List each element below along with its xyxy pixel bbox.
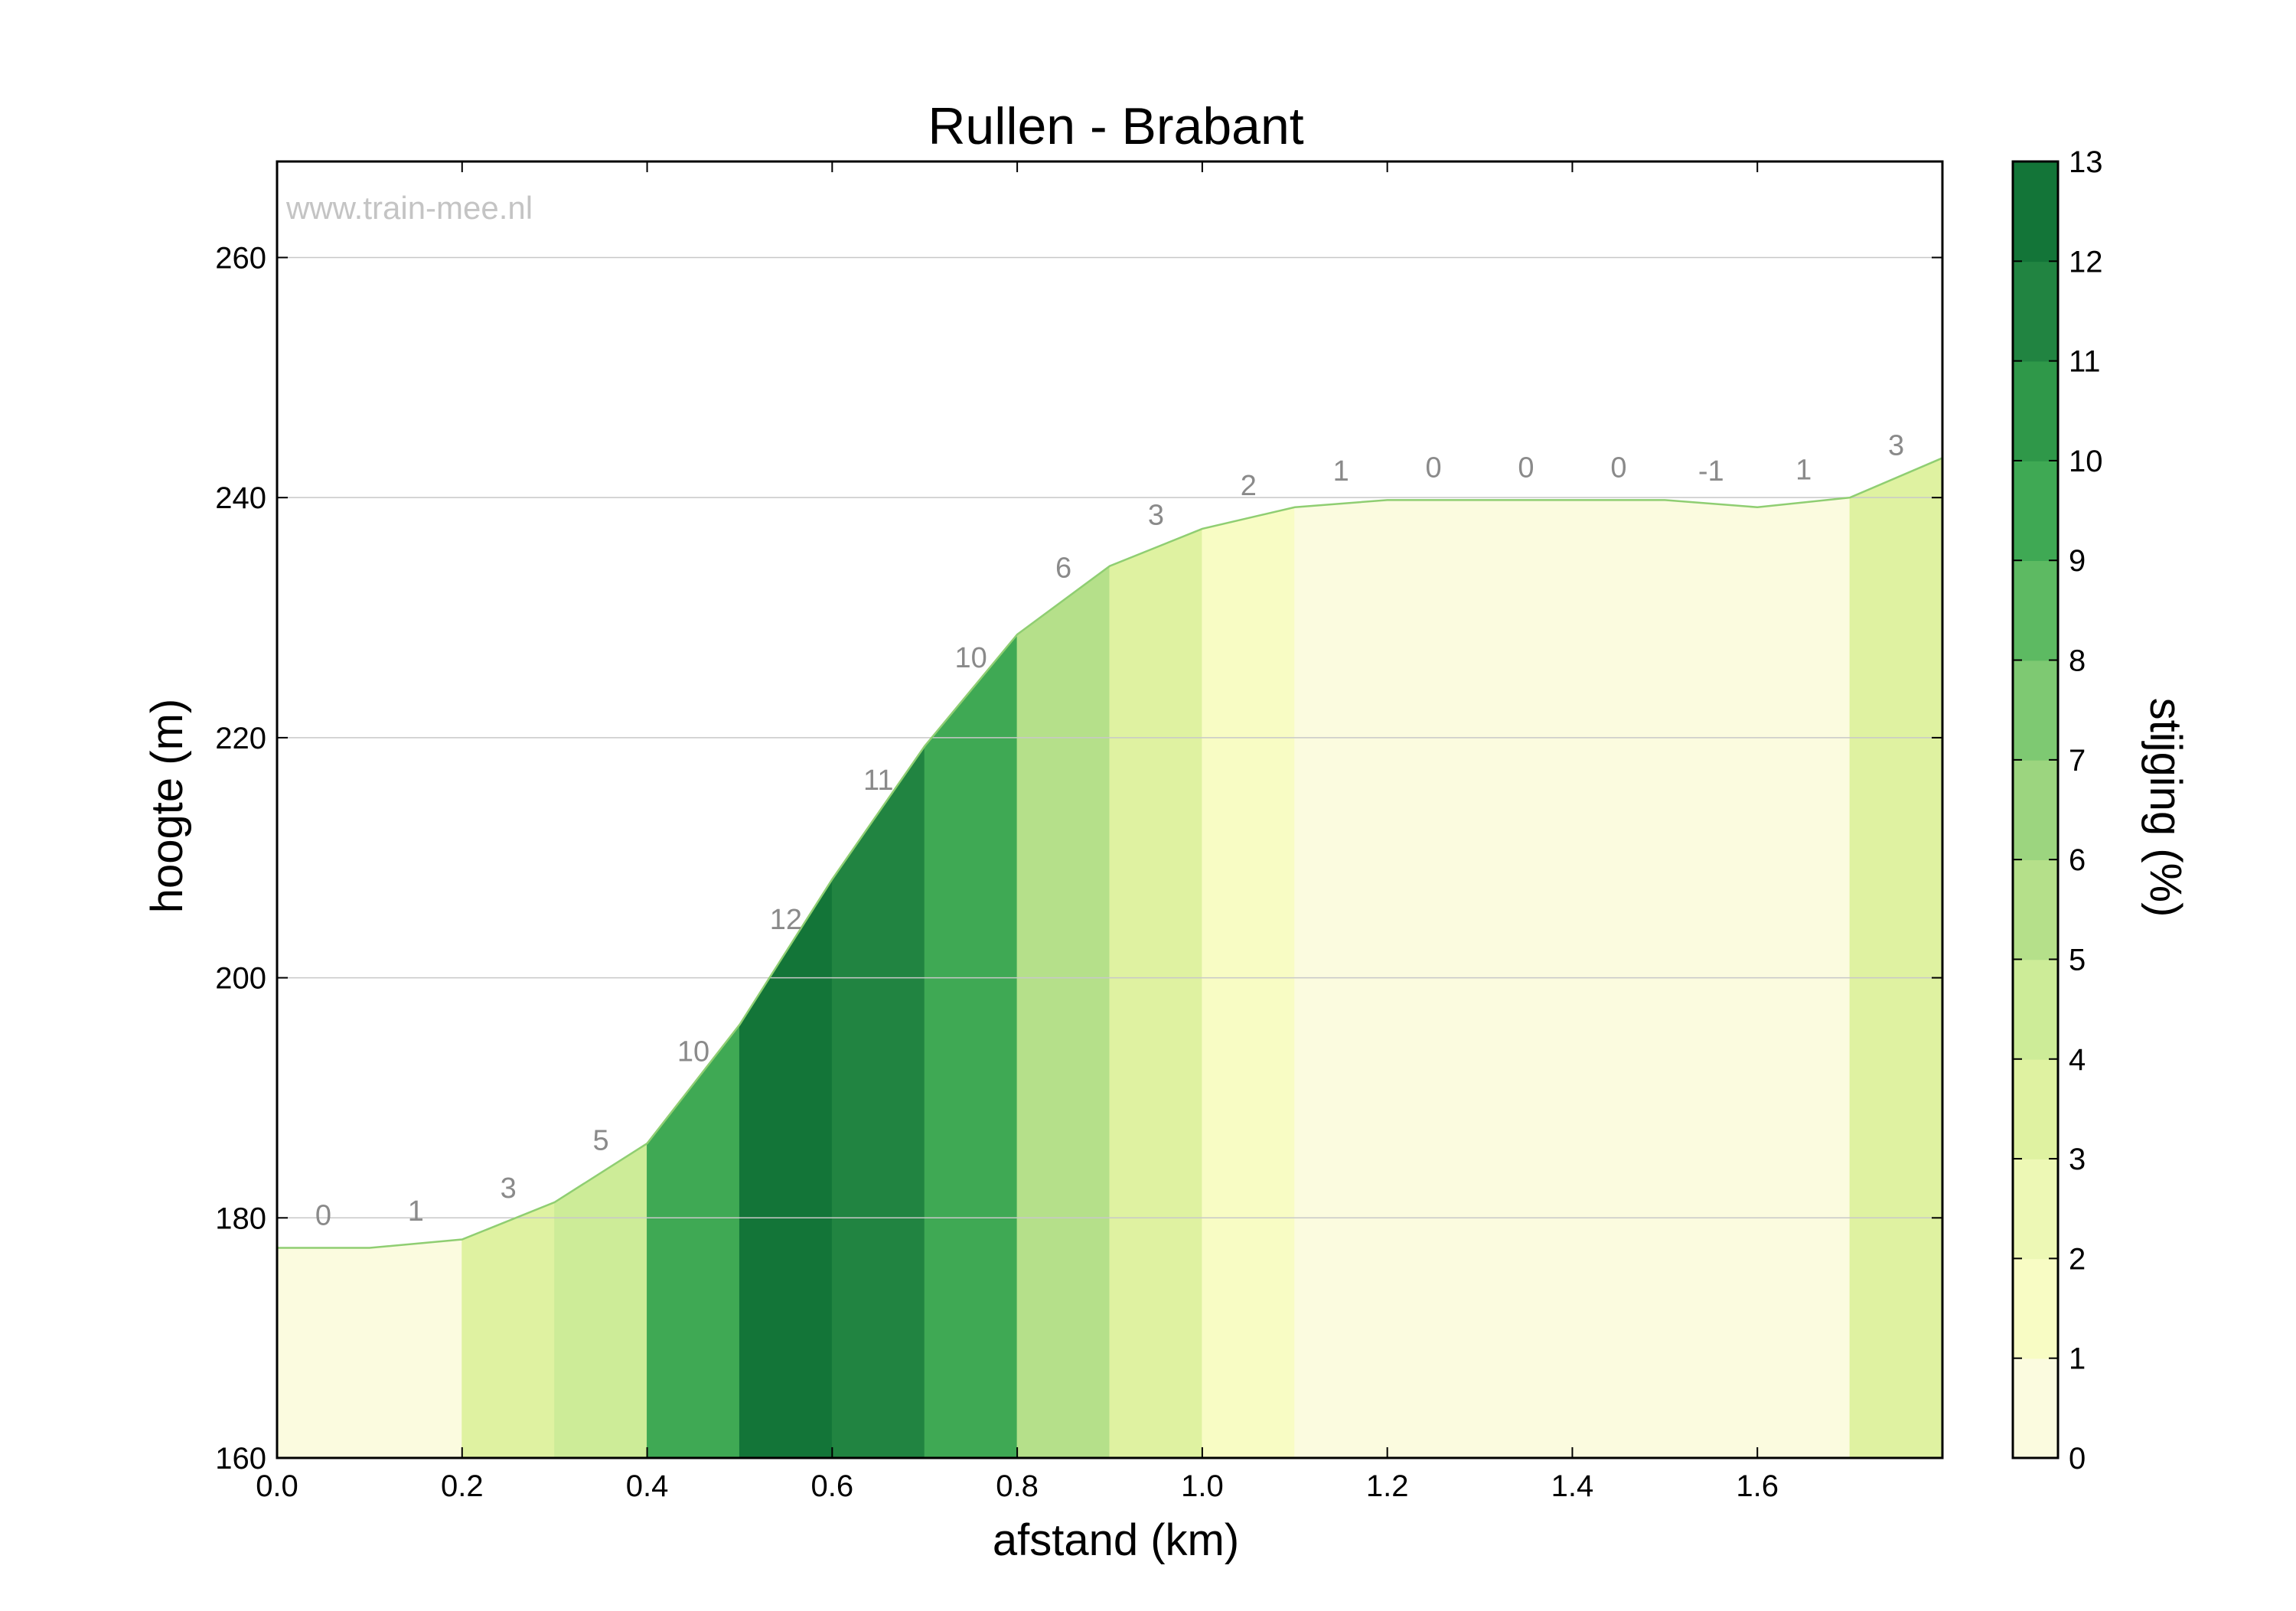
- colorbar-band: [2013, 859, 2058, 960]
- colorbar-tick-label: 3: [2069, 1143, 2086, 1176]
- gradient-label: 1: [1795, 454, 1812, 486]
- colorbar-band: [2013, 560, 2058, 661]
- x-tick-label: 0.8: [996, 1469, 1039, 1503]
- y-tick-label: 260: [215, 241, 266, 275]
- gradient-label: 6: [1055, 552, 1071, 584]
- profile-segment: [1294, 499, 1388, 1459]
- colorbar-tick-label: 12: [2069, 245, 2103, 279]
- profile-segment: [1479, 499, 1573, 1459]
- colorbar-band: [2013, 1358, 2058, 1459]
- gradient-label: 3: [1888, 429, 1904, 461]
- profile-segment: [369, 1238, 463, 1459]
- profile-segment: [831, 745, 925, 1459]
- x-tick-label: 1.2: [1366, 1469, 1409, 1503]
- colorbar-tick-label: 7: [2069, 744, 2086, 778]
- profile-segment: [1016, 565, 1110, 1459]
- colorbar-band: [2013, 1159, 2058, 1260]
- colorbar-tick-label: 8: [2069, 644, 2086, 678]
- gradient-label: 0: [1518, 452, 1534, 484]
- y-tick-label: 200: [215, 962, 266, 996]
- profile-segment: [1849, 457, 1943, 1459]
- gradient-label: 11: [863, 765, 893, 797]
- gradient-label: 5: [593, 1124, 609, 1156]
- gradient-label: 0: [1610, 452, 1626, 484]
- colorbar-tick-label: 0: [2069, 1442, 2086, 1476]
- colorbar-tick-label: 11: [2069, 345, 2101, 379]
- colorbar-tick-label: 1: [2069, 1342, 2086, 1376]
- colorbar-band: [2013, 759, 2058, 860]
- colorbar-band: [2013, 460, 2058, 562]
- watermark-text: www.train-mee.nl: [285, 190, 533, 226]
- x-axis-title: afstand (km): [993, 1515, 1239, 1565]
- gradient-label: 2: [1241, 470, 1257, 502]
- profile-line: [277, 457, 1943, 1249]
- colorbar-tick-label: 13: [2069, 145, 2103, 179]
- colorbar-band: [2013, 959, 2058, 1060]
- x-tick-label: 0.6: [811, 1469, 854, 1503]
- colorbar-tick-label: 9: [2069, 544, 2086, 578]
- gradient-label: 0: [315, 1200, 331, 1232]
- x-tick-label: 1.6: [1736, 1469, 1779, 1503]
- profile-segment: [1387, 499, 1481, 1459]
- x-tick-label: 0.2: [441, 1469, 484, 1503]
- x-tick-label: 0.0: [256, 1469, 298, 1503]
- gradient-label: 0: [1426, 452, 1442, 484]
- profile-segment: [1202, 507, 1296, 1459]
- colorbar-title: stijging (%): [2141, 698, 2190, 918]
- profile-segment: [924, 633, 1018, 1459]
- colorbar-tick-label: 4: [2069, 1043, 2086, 1077]
- profile-segment: [1109, 528, 1203, 1459]
- gradient-label: 3: [1148, 499, 1164, 531]
- gradient-label: 3: [501, 1172, 517, 1205]
- y-tick-label: 180: [215, 1202, 266, 1235]
- profile-segment: [276, 1247, 370, 1459]
- x-tick-label: 1.0: [1181, 1469, 1224, 1503]
- y-axis-title: hoogte (m): [142, 699, 192, 913]
- gradient-label: 10: [677, 1035, 709, 1068]
- profile-segment: [554, 1143, 648, 1459]
- gradient-label: -1: [1698, 455, 1724, 488]
- colorbar-band: [2013, 1058, 2058, 1159]
- colorbar-tick-label: 10: [2069, 445, 2103, 478]
- profile-segment: [1571, 499, 1665, 1459]
- colorbar-tick-label: 5: [2069, 943, 2086, 977]
- colorbar-band: [2013, 1258, 2058, 1359]
- plot-frame: [276, 160, 1944, 1459]
- colorbar-band: [2013, 261, 2058, 362]
- colorbar-band: [2013, 161, 2058, 263]
- y-tick-label: 160: [215, 1442, 266, 1476]
- chart-title: Rullen - Brabant: [928, 97, 1303, 155]
- gradient-label: 1: [1333, 455, 1349, 488]
- profile-segment: [739, 878, 833, 1459]
- gradient-label: 12: [770, 904, 802, 936]
- colorbar-band: [2013, 360, 2058, 461]
- gradient-label: 10: [955, 642, 987, 674]
- colorbar-frame: [2011, 160, 2060, 1459]
- x-tick-label: 0.4: [626, 1469, 669, 1503]
- gradient-label: 1: [408, 1195, 424, 1228]
- profile-segment: [647, 1023, 740, 1459]
- colorbar-band: [2013, 660, 2058, 761]
- y-tick-label: 220: [215, 722, 266, 755]
- profile-segment: [461, 1202, 556, 1459]
- y-tick-label: 240: [215, 481, 266, 515]
- colorbar-tick-label: 2: [2069, 1242, 2086, 1276]
- colorbar-tick-label: 6: [2069, 843, 2086, 877]
- x-tick-label: 1.4: [1551, 1469, 1594, 1503]
- profile-segment: [1664, 499, 1758, 1459]
